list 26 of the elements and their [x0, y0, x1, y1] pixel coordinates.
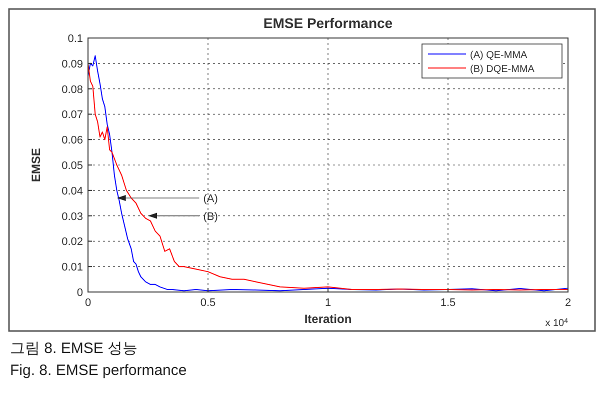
caption: Fig. 8. EMSE performance — [10, 362, 187, 379]
legend-label: (A) QE-MMA — [470, 50, 528, 61]
x-tick-label: 2 — [564, 297, 572, 309]
x-tick-label: 0 — [84, 297, 92, 309]
y-tick-label: 0.05 — [62, 160, 83, 172]
y-tick-label: 0.07 — [62, 109, 83, 122]
y-tick-label: 0.01 — [62, 262, 83, 274]
text: x 10$^{4}$ — [545, 318, 568, 329]
y-tick-label: 0.04 — [62, 185, 83, 198]
x-tick-label: 0.5 — [200, 297, 216, 309]
annotation: (B) — [203, 210, 218, 223]
y-tick-label: 0 — [76, 287, 83, 299]
caption: 그림 8. EMSE 성능 — [10, 340, 138, 357]
y-tick-label: 0.09 — [62, 58, 83, 70]
x-axis-title: Iteration — [304, 312, 352, 326]
legend-label: (B) DQE-MMA — [470, 64, 535, 75]
y-tick-label: 0.02 — [62, 236, 83, 248]
y-tick-label: 0.06 — [62, 134, 83, 147]
y-tick-label: 0.1 — [68, 33, 83, 45]
annotation: (A) — [203, 193, 218, 206]
x-tick-label: 1 — [324, 297, 332, 309]
y-axis-title: EMSE — [29, 148, 43, 182]
chart-title: EMSE Performance — [263, 15, 393, 31]
y-tick-label: 0.08 — [62, 84, 83, 96]
y-tick-label: 0.03 — [62, 210, 83, 223]
x-tick-label: 1.5 — [440, 297, 456, 309]
